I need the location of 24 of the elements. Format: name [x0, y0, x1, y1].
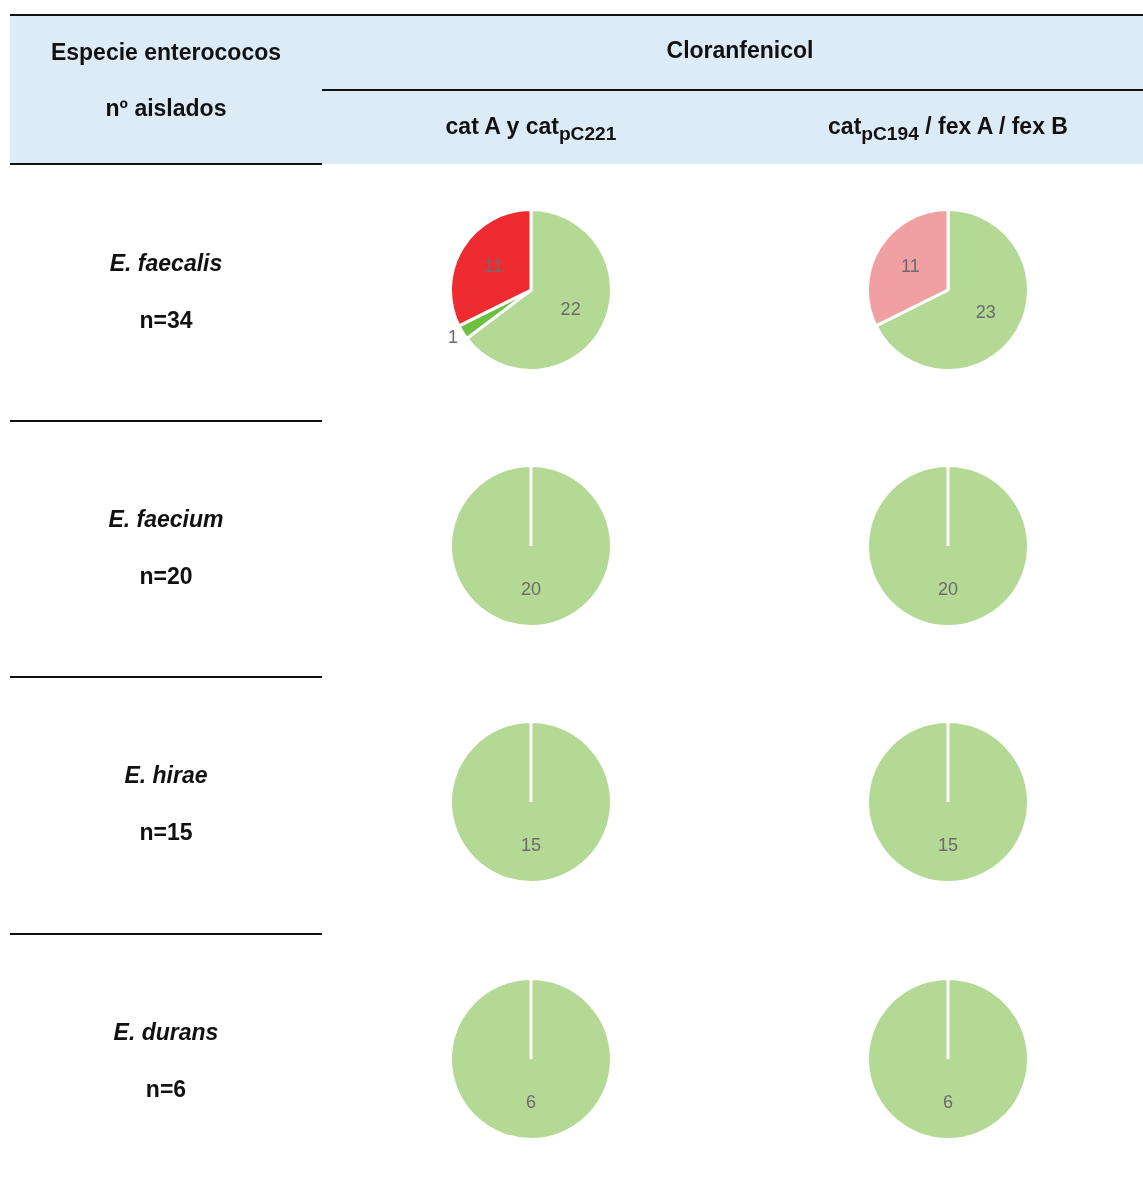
text: n=15	[138, 818, 194, 846]
text: n=20	[138, 562, 194, 590]
text: Especie enterococos	[49, 38, 283, 66]
text: E. hirae	[123, 761, 209, 789]
text: E. durans	[112, 1018, 220, 1046]
data-label: 6	[942, 1092, 954, 1113]
text: cat A y cat$_{pC221}$	[444, 112, 618, 146]
data-label: 22	[560, 298, 581, 319]
data-label: 1	[447, 327, 458, 348]
data-label: 11	[484, 255, 503, 276]
text: Cloranfenicol	[665, 36, 815, 64]
text: cat$_{pC194}$ / fex A / fex B	[827, 112, 1069, 146]
data-label: 20	[937, 579, 959, 600]
text: nº aislados	[104, 94, 228, 122]
data-label: 20	[520, 579, 542, 600]
data-label: 23	[975, 302, 996, 323]
text: E. faecium	[107, 505, 225, 533]
data-label: 15	[937, 835, 959, 856]
text: E. faecalis	[108, 249, 224, 277]
data-label: 6	[525, 1092, 537, 1113]
text: n=34	[138, 306, 194, 334]
data-label: 11	[901, 255, 920, 276]
text: n=6	[144, 1075, 188, 1103]
data-label: 15	[520, 835, 542, 856]
